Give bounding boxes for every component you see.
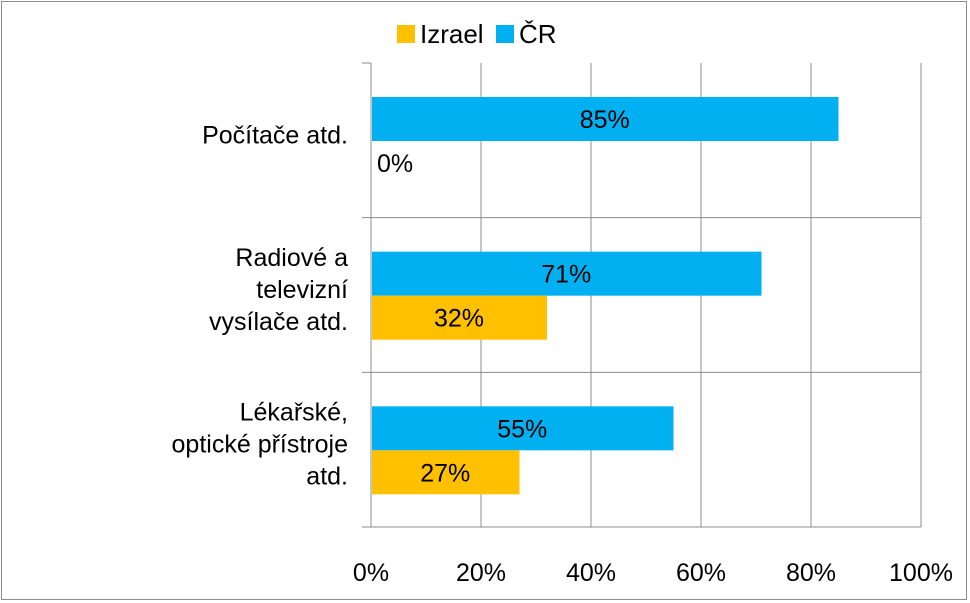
x-tick-label: 20% xyxy=(456,559,506,587)
category-label-line: televizní xyxy=(256,276,348,304)
data-label-izrael: 32% xyxy=(434,305,484,333)
category-label-line: Radiové a xyxy=(235,244,348,272)
x-tick-label: 40% xyxy=(566,559,616,587)
legend: Izrael ČR xyxy=(397,19,557,49)
x-tick-label: 60% xyxy=(676,559,726,587)
labels: 0% 20% 40% 60% 80% 100% 85% 0% Počítače atd. 71% 3… xyxy=(172,106,953,587)
legend-swatch xyxy=(397,25,415,43)
legend-label: Izrael xyxy=(420,19,484,49)
x-tick-label: 0% xyxy=(353,559,389,587)
legend-label: ČR xyxy=(519,19,557,49)
x-tick-label: 80% xyxy=(786,559,836,587)
category-label-line: atd. xyxy=(306,463,348,491)
category-label-line: optické přístroje xyxy=(172,431,348,459)
category-label-line: Lékařské, xyxy=(240,399,348,427)
category-label: Počítače atd. xyxy=(202,121,348,149)
data-label-cr: 71% xyxy=(541,261,591,289)
category-label-line: Počítače atd. xyxy=(202,121,348,149)
data-label-cr: 55% xyxy=(497,415,547,443)
x-tick-label: 100% xyxy=(889,559,953,587)
bar-izrael xyxy=(372,295,547,340)
axes xyxy=(362,62,372,527)
bar-cr xyxy=(372,406,674,451)
bars xyxy=(372,97,839,495)
category-label: Lékařské, optické přístroje atd. xyxy=(172,399,348,491)
data-label-cr: 85% xyxy=(580,106,630,134)
category-label-line: vysílače atd. xyxy=(209,308,348,336)
bar-izrael xyxy=(372,450,520,495)
data-label-izrael: 27% xyxy=(420,459,470,487)
bar-cr xyxy=(372,97,839,141)
bar-cr xyxy=(372,251,762,296)
data-label-izrael: 0% xyxy=(377,150,413,178)
category-label: Radiové a televizní vysílače atd. xyxy=(209,244,348,336)
legend-swatch xyxy=(496,25,514,43)
